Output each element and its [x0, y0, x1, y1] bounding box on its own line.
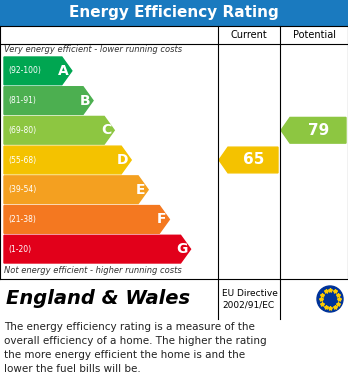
Polygon shape [4, 57, 72, 85]
Polygon shape [219, 147, 278, 173]
Text: 79: 79 [308, 123, 330, 138]
Text: (39-54): (39-54) [8, 185, 36, 194]
Text: (55-68): (55-68) [8, 156, 36, 165]
Text: G: G [176, 242, 188, 256]
Text: The energy efficiency rating is a measure of the
overall efficiency of a home. T: The energy efficiency rating is a measur… [4, 322, 267, 374]
Text: (1-20): (1-20) [8, 245, 31, 254]
Text: C: C [101, 123, 111, 137]
Text: Very energy efficient - lower running costs: Very energy efficient - lower running co… [4, 45, 182, 54]
Text: (92-100): (92-100) [8, 66, 41, 75]
Bar [0, 0, 348, 26]
Text: D: D [117, 153, 128, 167]
Text: (69-80): (69-80) [8, 126, 36, 135]
Text: EU Directive: EU Directive [222, 289, 278, 298]
Polygon shape [4, 87, 93, 115]
Polygon shape [4, 176, 148, 204]
Polygon shape [4, 117, 114, 144]
Polygon shape [4, 206, 169, 233]
Text: B: B [79, 93, 90, 108]
Text: England & Wales: England & Wales [6, 289, 190, 308]
Polygon shape [281, 117, 346, 143]
Bar [0, 279, 348, 319]
Text: E: E [136, 183, 145, 197]
Text: Potential: Potential [293, 30, 335, 40]
Text: 65: 65 [243, 152, 265, 167]
Text: (81-91): (81-91) [8, 96, 36, 105]
Text: F: F [157, 212, 166, 226]
Bar [0, 26, 348, 279]
Text: Energy Efficiency Rating: Energy Efficiency Rating [69, 5, 279, 20]
Circle shape [317, 286, 343, 312]
Text: Current: Current [231, 30, 267, 40]
Text: (21-38): (21-38) [8, 215, 36, 224]
Polygon shape [4, 146, 131, 174]
Text: 2002/91/EC: 2002/91/EC [222, 301, 274, 310]
Text: A: A [58, 64, 69, 78]
Text: Not energy efficient - higher running costs: Not energy efficient - higher running co… [4, 266, 182, 275]
Polygon shape [4, 235, 191, 263]
